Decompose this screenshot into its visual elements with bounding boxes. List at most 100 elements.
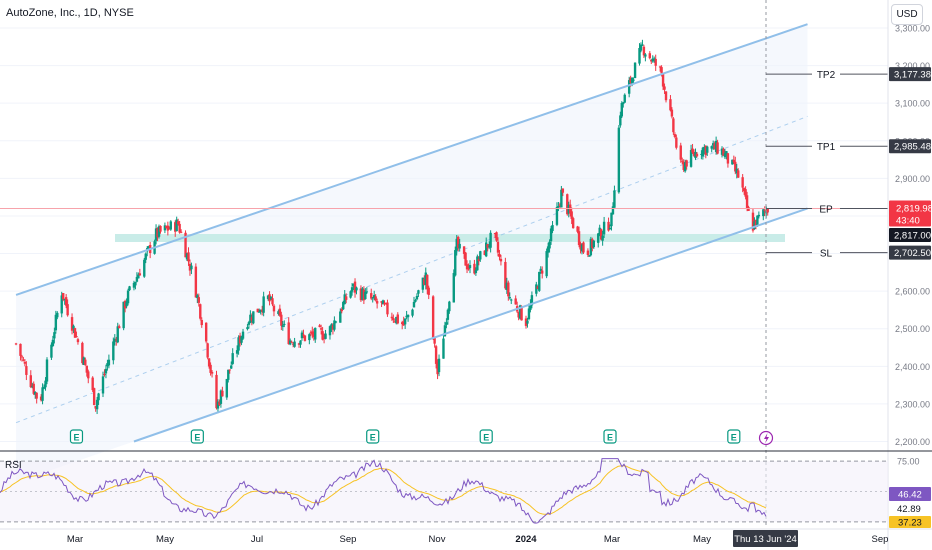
candle-body (402, 321, 405, 326)
crosshair-date-label: Thu 13 Jun '24 (734, 534, 797, 545)
currency-button[interactable]: USD (891, 4, 923, 25)
candle-body (344, 296, 348, 300)
candle-body (62, 293, 65, 300)
candle-body (190, 265, 193, 270)
candle-body (735, 168, 738, 174)
candle-body (319, 328, 323, 330)
candle-body (653, 58, 656, 61)
candle-body (219, 390, 223, 404)
candle-body (359, 288, 363, 301)
y-tick-label: 3,300.00 (895, 24, 930, 34)
rsi-line (0, 458, 767, 524)
candle-body (176, 221, 180, 225)
candle-body (538, 271, 541, 291)
candle-body (235, 350, 239, 354)
candle-body (396, 314, 399, 324)
candle-body (63, 299, 66, 301)
candle-body (508, 297, 511, 299)
rsi-current-label: 46.42 (898, 490, 922, 501)
candle-body (94, 406, 97, 409)
candle-body (333, 320, 336, 330)
candle-body (156, 227, 159, 238)
y-tick-label: 2,300.00 (895, 399, 930, 409)
earnings-icon[interactable]: E (190, 429, 204, 444)
candle-body (711, 143, 715, 146)
candle-body (56, 312, 59, 318)
candle-body (135, 276, 139, 282)
candle-body (620, 102, 624, 117)
x-tick-label: 2024 (515, 534, 537, 545)
candle-body (290, 341, 293, 343)
candle-body (143, 259, 146, 277)
candle-body (434, 346, 438, 364)
candle-body (227, 369, 230, 380)
candle-body (300, 332, 304, 339)
earnings-icon[interactable]: E (479, 429, 493, 444)
candle-body (468, 265, 472, 269)
candle-body (455, 238, 458, 251)
earnings-icon[interactable]: E (366, 429, 380, 444)
candle-body (762, 209, 765, 217)
candle-body (178, 223, 181, 233)
svg-text:E: E (370, 433, 376, 443)
candle-body (577, 231, 581, 246)
candle-body (187, 252, 190, 262)
candle-body (258, 311, 261, 313)
candle-body (701, 147, 705, 157)
candle-body (742, 188, 746, 192)
candle-body (154, 228, 158, 241)
candle-body (510, 299, 513, 301)
candle-body (412, 301, 416, 308)
candle-body (479, 251, 482, 260)
candle-body (630, 77, 634, 84)
candle-body (731, 159, 734, 165)
candle-body (558, 204, 562, 206)
candle-body (633, 62, 637, 79)
candle-body (452, 273, 455, 303)
candle-body (405, 315, 408, 318)
candle-body (206, 343, 209, 358)
candle-body (683, 162, 687, 172)
candle-body (32, 383, 35, 394)
candle-body (617, 127, 621, 193)
y-tick-label: 2,400.00 (895, 362, 930, 372)
candle-body (330, 324, 333, 329)
candle-body (147, 246, 150, 249)
candle-body (45, 359, 49, 382)
earnings-icon[interactable]: E (603, 429, 617, 444)
lightning-icon[interactable] (758, 430, 774, 446)
candle-body (314, 327, 317, 340)
candle-body (403, 318, 407, 325)
earnings-icon[interactable]: E (727, 429, 741, 444)
candle-body (112, 341, 115, 361)
ep-countdown: 43:40 (896, 215, 920, 226)
candle-body (228, 369, 231, 371)
candle-body (427, 287, 430, 295)
candle-body (654, 58, 657, 66)
candle-body (591, 239, 594, 248)
candle-body (60, 295, 63, 314)
candle-body (231, 353, 234, 364)
candle-body (599, 229, 603, 240)
earnings-icon[interactable]: E (69, 429, 84, 444)
candle-body (157, 226, 161, 237)
candle-body (423, 278, 426, 285)
candle-body (380, 301, 383, 303)
candle-body (694, 151, 697, 159)
candle-body (424, 272, 427, 285)
candle-body (221, 390, 224, 397)
candle-body (95, 399, 99, 410)
candle-body (756, 215, 759, 226)
candle-body (514, 298, 517, 305)
candle-body (277, 311, 280, 314)
level-name-tp2: TP2 (817, 70, 836, 81)
zone-price-label: 2,817.00 (894, 231, 931, 242)
candle-body (601, 235, 604, 241)
candle-body (23, 361, 27, 364)
candle-body (115, 339, 118, 341)
candle-body (85, 365, 88, 373)
candle-body (22, 359, 25, 361)
candle-body (496, 241, 500, 253)
candle-body (241, 331, 245, 339)
